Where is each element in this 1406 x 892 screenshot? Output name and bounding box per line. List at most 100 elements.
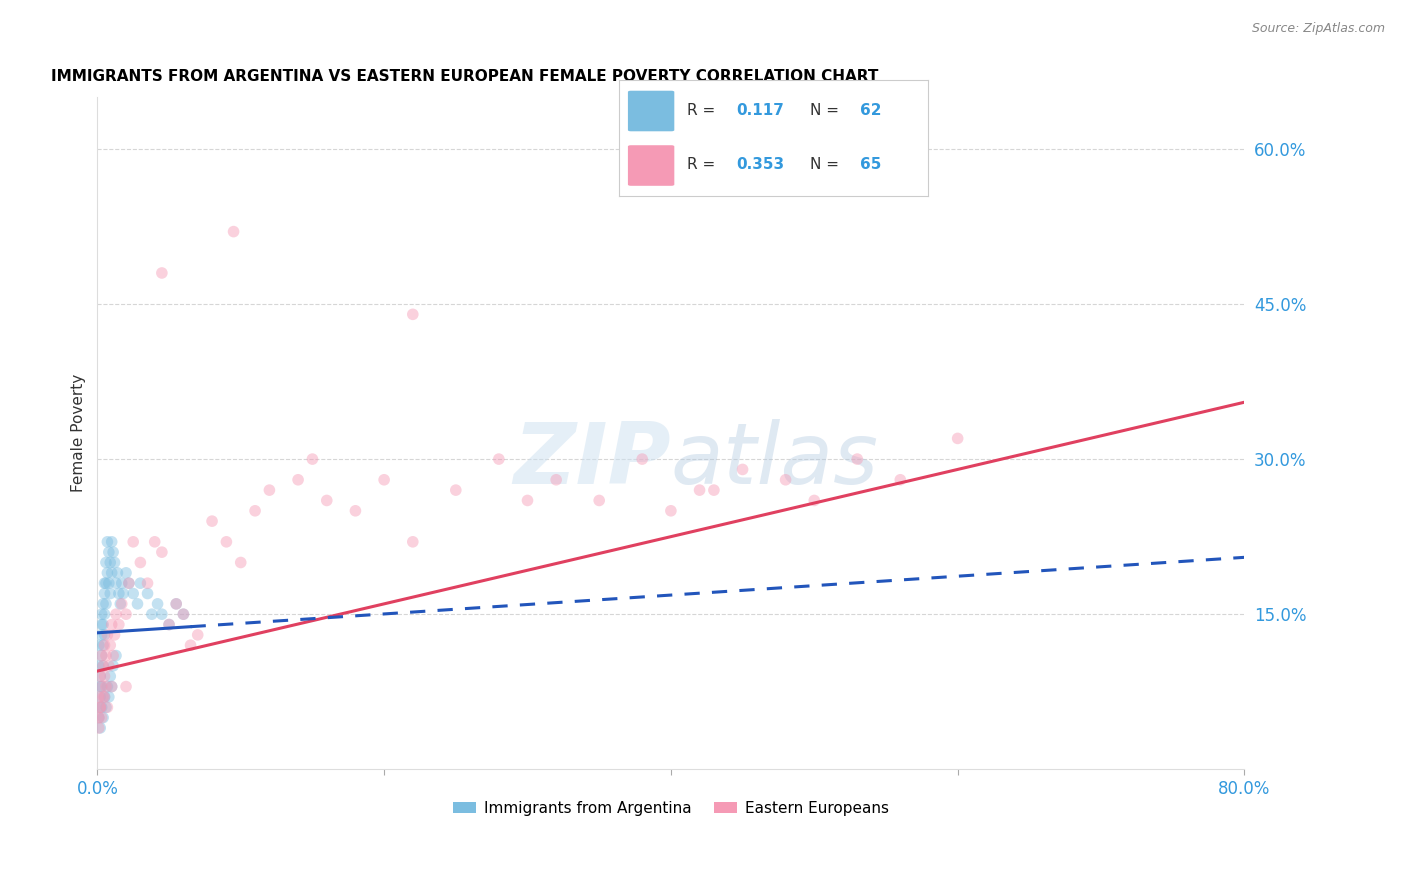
Point [104, 576, 127, 591]
Point [103, 556, 125, 570]
Point [93, 586, 115, 600]
Point [111, 597, 134, 611]
Point [91, 710, 114, 724]
Point [97, 545, 120, 559]
Point [546, 473, 568, 487]
Point [98, 556, 121, 570]
Point [87, 638, 110, 652]
Point [180, 638, 202, 652]
Point [222, 225, 245, 239]
Point [172, 607, 194, 622]
Point [98, 669, 121, 683]
Point [94, 597, 117, 611]
Point [87, 710, 110, 724]
Text: 0.117: 0.117 [737, 103, 785, 118]
Point [100, 617, 122, 632]
Point [889, 473, 911, 487]
Point [90, 680, 112, 694]
Point [93, 690, 115, 704]
Point [301, 452, 323, 467]
Point [165, 597, 187, 611]
Point [101, 659, 124, 673]
Point [97, 659, 120, 673]
Legend: Immigrants from Argentina, Eastern Europeans: Immigrants from Argentina, Eastern Europ… [447, 795, 894, 822]
Text: N =: N = [810, 103, 844, 118]
Y-axis label: Female Poverty: Female Poverty [72, 374, 86, 492]
Point [96, 628, 118, 642]
Point [98, 586, 121, 600]
Point [90, 617, 112, 632]
Point [118, 576, 141, 591]
Point [98, 638, 121, 652]
Point [108, 617, 131, 632]
Text: atlas: atlas [671, 418, 879, 501]
Point [115, 566, 138, 580]
Point [150, 266, 173, 280]
Point [90, 648, 112, 663]
Point [93, 607, 115, 622]
Point [89, 721, 111, 735]
Point [96, 566, 118, 580]
Point [112, 586, 135, 600]
Point [93, 628, 115, 642]
Point [93, 638, 115, 652]
Point [287, 473, 309, 487]
Point [229, 556, 252, 570]
Point [315, 493, 337, 508]
Point [659, 504, 682, 518]
Point [103, 628, 125, 642]
Point [141, 607, 163, 622]
Text: Source: ZipAtlas.com: Source: ZipAtlas.com [1251, 22, 1385, 36]
Point [94, 576, 117, 591]
Point [90, 680, 112, 694]
Point [165, 597, 187, 611]
Point [91, 617, 114, 632]
Point [122, 534, 145, 549]
Point [703, 483, 725, 497]
Point [129, 576, 152, 591]
Text: 62: 62 [860, 103, 882, 118]
Point [146, 597, 169, 611]
Point [107, 566, 129, 580]
FancyBboxPatch shape [628, 145, 675, 186]
Point [259, 483, 281, 497]
Point [127, 597, 149, 611]
Point [101, 545, 124, 559]
Point [115, 607, 138, 622]
Point [108, 586, 131, 600]
Point [93, 576, 115, 591]
Point [87, 721, 110, 735]
Point [89, 700, 111, 714]
Point [91, 638, 114, 652]
Point [91, 659, 114, 673]
Point [93, 690, 115, 704]
Point [90, 607, 112, 622]
Point [172, 607, 194, 622]
Point [87, 690, 110, 704]
Point [136, 576, 159, 591]
Point [111, 576, 134, 591]
Text: 0.353: 0.353 [737, 157, 785, 172]
Point [775, 473, 797, 487]
Point [87, 710, 110, 724]
Text: IMMIGRANTS FROM ARGENTINA VS EASTERN EUROPEAN FEMALE POVERTY CORRELATION CHART: IMMIGRANTS FROM ARGENTINA VS EASTERN EUR… [52, 69, 879, 84]
Point [100, 680, 122, 694]
Point [115, 680, 138, 694]
Point [89, 690, 111, 704]
Point [150, 607, 173, 622]
Point [90, 700, 112, 714]
Point [94, 680, 117, 694]
Point [946, 431, 969, 445]
Point [91, 597, 114, 611]
Point [93, 669, 115, 683]
Point [96, 680, 118, 694]
Point [344, 504, 367, 518]
Point [243, 504, 266, 518]
Point [94, 700, 117, 714]
Point [201, 514, 224, 528]
Point [402, 534, 425, 549]
Point [104, 607, 127, 622]
FancyBboxPatch shape [628, 91, 675, 131]
Point [444, 483, 467, 497]
Point [97, 690, 120, 704]
